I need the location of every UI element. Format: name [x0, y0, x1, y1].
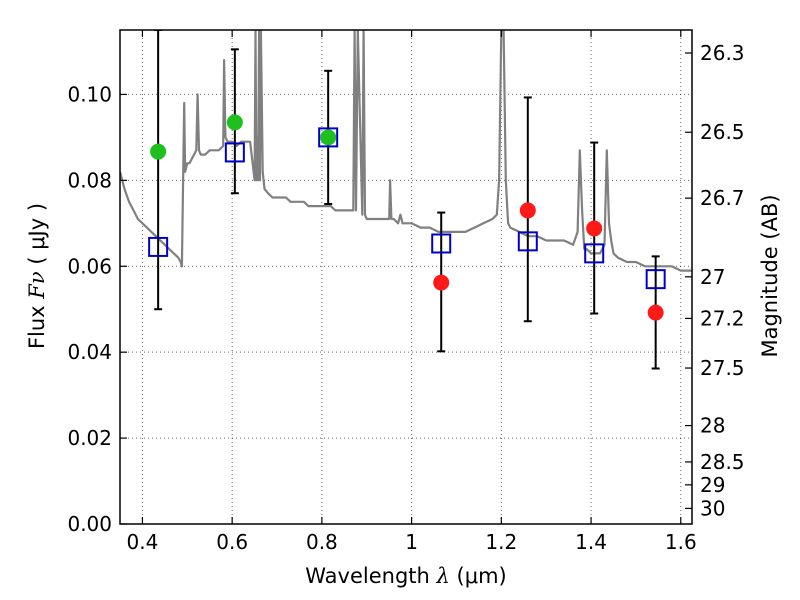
green-data-point: [226, 114, 243, 131]
magnitude-tick-label: 26.7: [700, 186, 745, 210]
model-flux-square: [431, 233, 452, 254]
magnitude-tick-label: 30: [700, 496, 725, 520]
x-tick-label: 1.2: [485, 530, 517, 554]
red-data-point: [647, 304, 664, 321]
model-flux-square: [517, 231, 538, 252]
plot-frame: [119, 29, 693, 525]
data-marks: [148, 30, 666, 370]
magnitude-tick-label: 28: [700, 414, 725, 438]
model-flux-square: [584, 243, 605, 264]
x-axis-title: Wavelength λ (μm): [305, 564, 506, 588]
x-tick-label: 0.8: [306, 530, 338, 554]
y-tick-label: 0.06: [67, 254, 112, 278]
y-tick-label: 0.08: [67, 168, 112, 192]
green-data-point: [150, 143, 167, 160]
model-flux-square: [148, 236, 169, 257]
y-tick-label: 0.00: [67, 512, 112, 536]
red-data-point: [433, 274, 450, 291]
y-tick-label: 0.02: [67, 426, 112, 450]
magnitude-tick-label: 26.5: [700, 120, 745, 144]
x-tick-label: 0.6: [216, 530, 248, 554]
grid-lines: [120, 30, 692, 525]
y-tick-label: 0.04: [67, 340, 112, 364]
x-tick-label: 1.4: [575, 530, 607, 554]
errorbar: [154, 30, 163, 311]
magnitude-tick-label: 26.3: [700, 41, 745, 65]
model-flux-square: [645, 269, 666, 290]
magnitude-tick-label: 28.5: [700, 450, 745, 474]
x-tick-label: 0.4: [127, 530, 159, 554]
magnitude-axis-title: Magnitude (AB): [758, 194, 782, 357]
magnitude-tick-label: 27.2: [700, 306, 745, 330]
magnitude-tick-label: 29: [700, 473, 725, 497]
green-data-point: [320, 129, 337, 146]
x-tick-label: 1.6: [665, 530, 697, 554]
red-data-point: [519, 202, 536, 219]
model-flux-square: [224, 142, 245, 163]
magnitude-tick-label: 27: [700, 265, 725, 289]
model-spectrum-line: [120, 30, 692, 272]
y-tick-label: 0.10: [67, 82, 112, 106]
plot-area: [120, 30, 692, 272]
axes: 0.4 0.6 0.8 1 1.2 1.4 1.6 0.00 0.02 0.04 0.06 0.08 0…: [67, 29, 745, 554]
magnitude-tick-label: 27.5: [700, 356, 745, 380]
red-data-point: [586, 220, 603, 237]
y-axis-title: Flux Fν ( μJy ): [25, 203, 49, 349]
x-tick-label: 1: [405, 530, 418, 554]
model-flux-square: [318, 127, 339, 148]
